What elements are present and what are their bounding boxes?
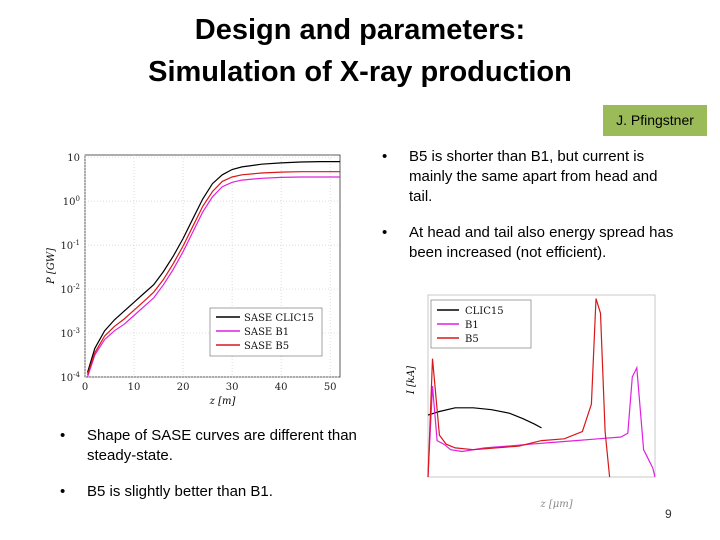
y-tick-label: 100 [63, 195, 80, 208]
bullet-text: B5 is slightly better than B1. [87, 483, 273, 500]
x-tick-label: 20 [177, 382, 190, 393]
series-line [86, 171, 340, 375]
series-line [86, 176, 340, 378]
legend-box [209, 307, 323, 357]
bullet-right-2: • At head and tail also energy spread ha… [382, 223, 682, 263]
legend-label: SASE CLIC15 [244, 313, 314, 324]
x-tick-label: 50 [324, 382, 337, 393]
y-tick-label: 10-1 [60, 239, 80, 252]
page-number: 9 [665, 507, 672, 521]
y-tick-label: 10-4 [60, 371, 80, 384]
legend-label: SASE B5 [244, 341, 289, 352]
legend-label: B1 [465, 320, 479, 331]
slide-title-line2: Simulation of X-ray production [148, 56, 572, 88]
legend-label: SASE B1 [244, 327, 289, 338]
x-tick-label: 30 [226, 382, 239, 393]
series-line [427, 365, 656, 478]
y-tick-label: 10-3 [60, 327, 80, 340]
series-line [427, 407, 542, 429]
bullet-dot: • [382, 148, 388, 165]
bullet-right-1: • B5 is shorter than B1, but current is … [382, 147, 682, 207]
bullet-dot: • [60, 427, 66, 444]
sase-power-chart: 0 10 20 30 40 50 10-4 10-3 10-2 10-1 100 10 z [m] P [… [46, 153, 341, 407]
y-tick-label: 10 [67, 153, 80, 164]
bullet-dot: • [382, 224, 388, 241]
current-profile-chart: z [μm] I [kA] CLIC15 B1 B5 [406, 294, 656, 510]
y-axis-label: I [kA] [406, 366, 417, 395]
bullet-left-2: • B5 is slightly better than B1. [60, 482, 360, 502]
x-tick-label: 10 [128, 382, 141, 393]
x-tick-label: 0 [82, 382, 88, 393]
legend-label: CLIC15 [465, 306, 504, 317]
y-tick-label: 10-2 [60, 283, 80, 296]
bullet-text: At head and tail also energy spread has … [409, 224, 674, 261]
slide-title-line1: Design and parameters: [194, 14, 526, 46]
x-axis-label: z [m] [209, 396, 236, 407]
series-line [86, 161, 340, 373]
y-axis-label: P [GW] [46, 248, 57, 285]
bullet-text: B5 is shorter than B1, but current is ma… [409, 148, 658, 205]
author-badge: J. Pfingstner [603, 105, 707, 136]
bullet-text: Shape of SASE curves are different than … [87, 427, 357, 464]
x-tick-label: 40 [275, 382, 288, 393]
series-line [427, 298, 611, 478]
legend-label: B5 [465, 334, 479, 345]
x-axis-label: z [μm] [539, 499, 572, 510]
bullet-dot: • [60, 483, 66, 500]
bullet-left-1: • Shape of SASE curves are different tha… [60, 426, 360, 466]
